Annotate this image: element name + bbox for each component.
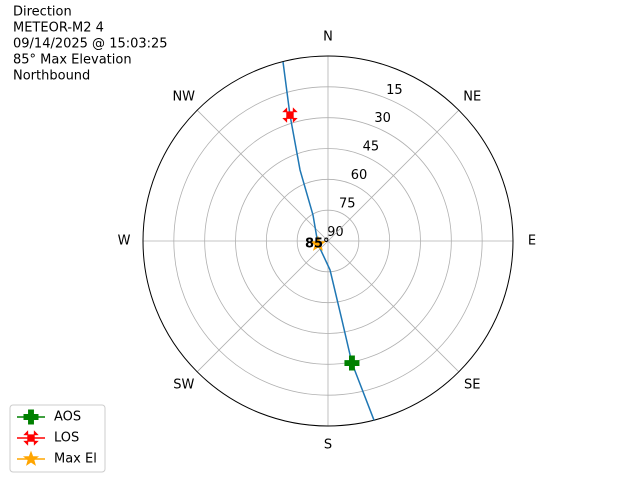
marker — [22, 450, 40, 466]
legend-label: AOS — [54, 410, 81, 425]
theta-tick-label: NW — [172, 89, 195, 104]
theta-tick-label: W — [118, 234, 131, 249]
title-line: 85° Max Elevation — [13, 53, 132, 68]
annotation: 85° — [305, 237, 330, 252]
title-line: METEOR-M2 4 — [13, 21, 104, 36]
r-tick-label: 60 — [351, 168, 368, 183]
grid-spoke — [196, 109, 329, 242]
legend: AOS LOS Max El — [9, 404, 106, 473]
title-line: 09/14/2025 @ 15:03:25 — [13, 37, 168, 52]
marker — [309, 235, 326, 251]
theta-tick-label: E — [528, 234, 536, 249]
marker — [23, 409, 39, 425]
r-tick-label: 45 — [363, 140, 380, 155]
r-tick-label: 30 — [374, 111, 391, 126]
title-line: Direction — [13, 5, 72, 20]
r-tick-label: 15 — [386, 83, 403, 98]
theta-tick-label: N — [323, 30, 333, 45]
legend-label: Max El — [54, 452, 97, 467]
marker — [282, 107, 298, 123]
theta-tick-label: SE — [464, 378, 480, 393]
grid-spoke — [327, 109, 460, 242]
theta-tick-label: SW — [173, 378, 194, 393]
marker — [344, 355, 360, 371]
theta-tick-label: S — [324, 438, 332, 453]
marker — [23, 430, 39, 446]
r-tick-label: 75 — [339, 197, 356, 212]
title-line: Northbound — [13, 69, 90, 84]
grid-spoke — [196, 240, 329, 373]
polar-frame — [142, 55, 514, 427]
grid-spoke — [327, 240, 460, 373]
legend-label: LOS — [54, 431, 79, 446]
theta-tick-label: NE — [463, 89, 481, 104]
